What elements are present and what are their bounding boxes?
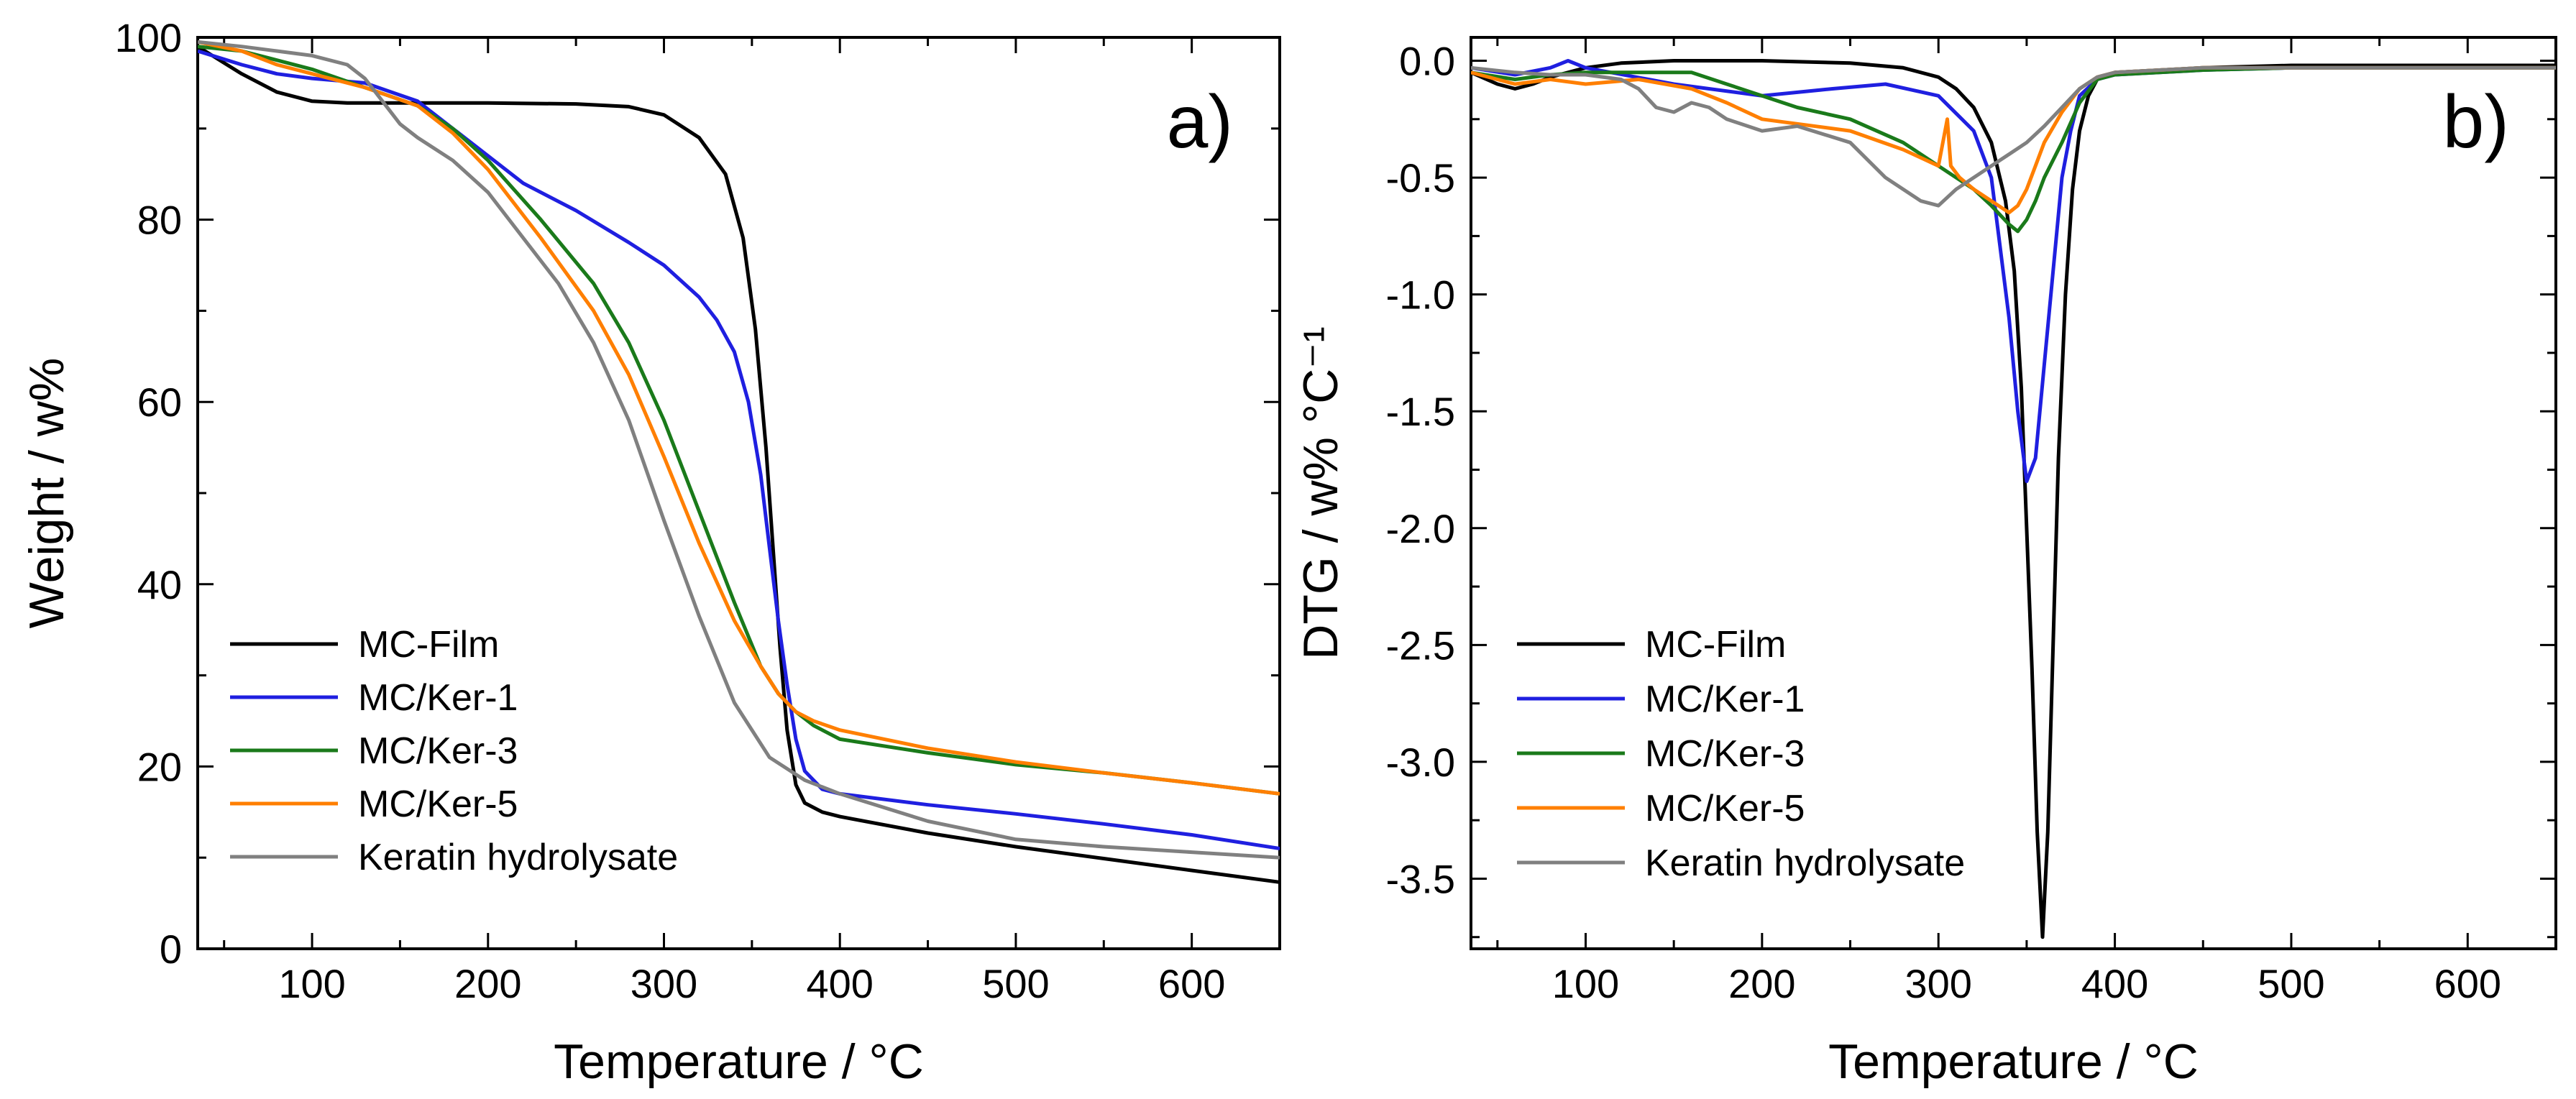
y-tick-label: -3.5 [1386,856,1456,901]
legend-label: MC/Ker-1 [1645,679,1805,720]
x-tick-label: 300 [1905,961,1972,1006]
y-tick-label: -2.5 [1386,622,1456,668]
x-tick-label: 200 [454,961,521,1006]
y-tick-label: 0.0 [1399,39,1455,84]
y-tick-label: 100 [115,15,182,60]
panel-label: a) [1167,81,1233,164]
legend-label: MC-Film [1645,624,1786,666]
series-line-keratin-hydrolysate [1471,65,2556,208]
panel-a-weight-chart: 100 200 300 400 500 600 0 20 40 60 80 100 Temperatur… [19,15,1281,1089]
legend-label: MC-Film [358,624,499,666]
series-line-mc-ker-5 [1471,65,2556,215]
legend-label: MC/Ker-5 [1645,788,1805,829]
y-tick-label: 40 [137,562,182,607]
y-tick-label: 0 [160,926,182,972]
legend-label: Keratin hydrolysate [358,837,678,878]
y-tick-label: 60 [137,380,182,425]
legend-label: MC/Ker-3 [1645,733,1805,775]
series-line-mc-ker-1 [198,49,1280,850]
x-tick-label: 400 [806,961,873,1006]
x-axis-title: Temperature / °C [554,1034,924,1089]
x-tick-label: 100 [1552,961,1619,1006]
x-tick-label: 600 [1158,961,1225,1006]
legend-label: Keratin hydrolysate [1645,842,1965,884]
legend-label: MC/Ker-3 [358,730,518,772]
x-tick-label: 100 [278,961,345,1006]
x-tick-label: 400 [2081,961,2148,1006]
series-line-mc-film [1471,59,2556,939]
x-tick-label: 500 [982,961,1049,1006]
y-tick-label: -1.5 [1386,389,1456,434]
y-axis-title: Weight / w% [19,358,74,629]
legend-label: MC/Ker-5 [358,783,518,825]
panel-b-dtg-chart: 100 200 300 400 500 600 0.0 -0.5 -1.0 -1.5 -2.0 -2.… [1293,36,2557,1089]
y-tick-label: 20 [137,744,182,789]
x-tick-label: 200 [1728,961,1795,1006]
x-tick-label: 600 [2434,961,2501,1006]
series-line-mc-ker-5 [198,40,1280,796]
y-tick-label: -1.0 [1386,272,1456,318]
series-line-mc-film [198,45,1280,884]
y-tick-label: -0.5 [1386,155,1456,201]
plot-frame [1470,36,2557,950]
y-tick-label: -3.0 [1386,740,1456,785]
x-tick-label: 300 [631,961,697,1006]
x-axis-title: Temperature / °C [1828,1034,2199,1089]
y-tick-label: -2.0 [1386,506,1456,551]
panel-label: b) [2443,81,2509,164]
y-tick-label: 80 [137,198,182,243]
legend: MC-Film MC/Ker-1 MC/Ker-3 MC/Ker-5 Keratin h… [1517,624,1965,884]
series-line-keratin-hydrolysate [198,40,1280,860]
x-tick-label: 500 [2258,961,2324,1006]
legend: MC-Film MC/Ker-1 MC/Ker-3 MC/Ker-5 Keratin h… [230,624,678,878]
legend-label: MC/Ker-1 [358,677,518,719]
y-axis-title: DTG / w% °C⁻¹ [1293,326,1348,660]
series-line-mc-ker-3 [1471,65,2556,234]
